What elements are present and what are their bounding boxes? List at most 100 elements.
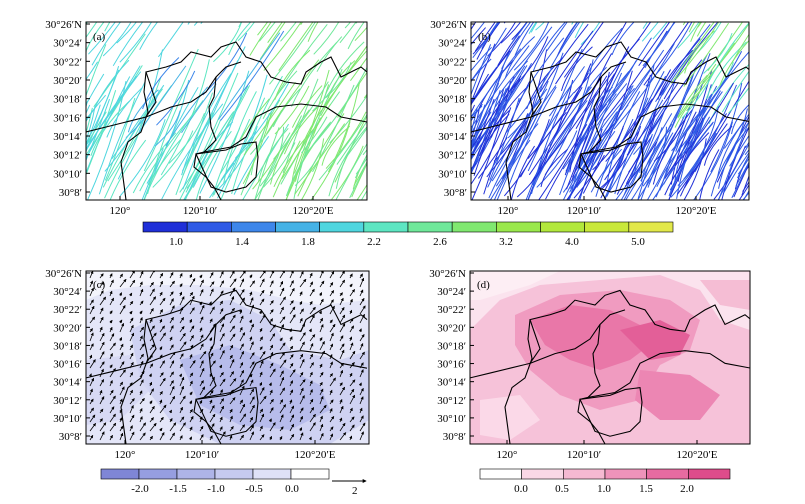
wind-vector [319,340,325,351]
wind-vector [159,325,165,333]
panel-c-frame [85,270,370,445]
x-tick-label: 120° [110,205,131,217]
streamline [175,92,214,196]
map-boundary-line [120,71,149,200]
wind-vector [259,350,266,360]
panel-a-frame [85,21,368,201]
wind-vector [269,389,273,396]
wind-vector [249,404,255,414]
wind-vector [119,352,124,360]
streamline [200,22,204,25]
streamline [471,162,477,170]
wind-vector [349,424,355,432]
wind-vector [159,377,166,387]
y-tick-label: 30°26′N [45,268,82,280]
wind-vector [319,298,324,306]
wind-vector [359,305,366,315]
y-tick-label: 30°24′ [437,286,466,298]
streamline [683,22,730,87]
streamline [548,66,585,117]
wind-vector [109,413,116,423]
wind-vector [179,395,186,405]
wind-vector [149,288,155,297]
colorbar-label: 3.2 [499,236,513,248]
streamline [274,85,310,135]
streamline [354,153,367,179]
streamline [670,132,717,198]
wind-vector [169,422,177,432]
wind-vector [89,434,94,441]
streamline [559,22,579,52]
wind-vector [209,399,213,405]
wind-vector [189,325,195,333]
wind-vector [279,414,284,423]
streamline [495,52,564,187]
wind-vector [129,414,135,423]
wind-vector [279,342,286,351]
wind-vector [149,400,153,405]
wind-vector [89,280,93,288]
colorbar-label: 2.2 [367,236,381,248]
streamline [508,36,549,93]
wind-vector [179,332,186,342]
streamline [471,81,511,200]
wind-vector [289,300,294,306]
wind-vector [149,422,157,432]
wind-vector [89,271,94,279]
wind-vector [268,418,272,423]
wind-vector [159,432,165,441]
y-tick-label: 30°12′ [53,150,82,162]
streamline [86,71,142,150]
wind-vector [339,335,344,342]
streamline [291,41,338,107]
streamline [199,70,250,194]
wind-vector [229,278,237,288]
wind-vector [319,415,323,423]
wind-vector [269,290,273,297]
streamline [86,73,105,106]
wind-vector [219,416,223,423]
map-boundary-line [86,289,368,379]
streamline [278,22,314,71]
wind-vector [269,309,274,315]
wind-vector [249,416,253,423]
streamline [347,22,365,50]
wind-vector [309,288,315,297]
wind-vector [268,382,272,387]
wind-vector [209,288,214,297]
streamline [274,49,311,100]
wind-vector [129,389,133,396]
streamline [611,22,635,56]
wind-vector [359,396,364,405]
wind-vector [229,314,236,324]
colorbar-swatch [319,221,365,233]
streamline [702,22,749,85]
wind-vector [169,305,175,315]
wind-vector [109,364,113,369]
wind-vector [169,344,174,351]
colorbar-swatch [604,468,647,480]
panel-b-streamlines [471,22,749,200]
streamline [508,123,539,166]
streamline [161,103,224,200]
wind-vector [159,404,167,414]
wind-vector [109,290,113,297]
streamline [488,85,557,199]
streamline [683,116,711,154]
wind-vector [159,309,163,315]
y-tick-label: 30°20′ [53,75,82,87]
wind-vector [149,282,154,288]
wind-vector [209,435,213,441]
streamline [643,22,690,86]
wind-vector [179,422,186,432]
wind-vector [259,387,265,396]
wind-vector [119,296,126,306]
wind-vector [239,424,245,432]
streamline [562,93,617,170]
streamline [743,189,749,200]
colorbar-c-swatches [100,468,330,480]
wind-vector [308,328,312,333]
wind-vector [139,408,143,414]
wind-vector [119,386,125,396]
wind-vector [279,337,283,342]
